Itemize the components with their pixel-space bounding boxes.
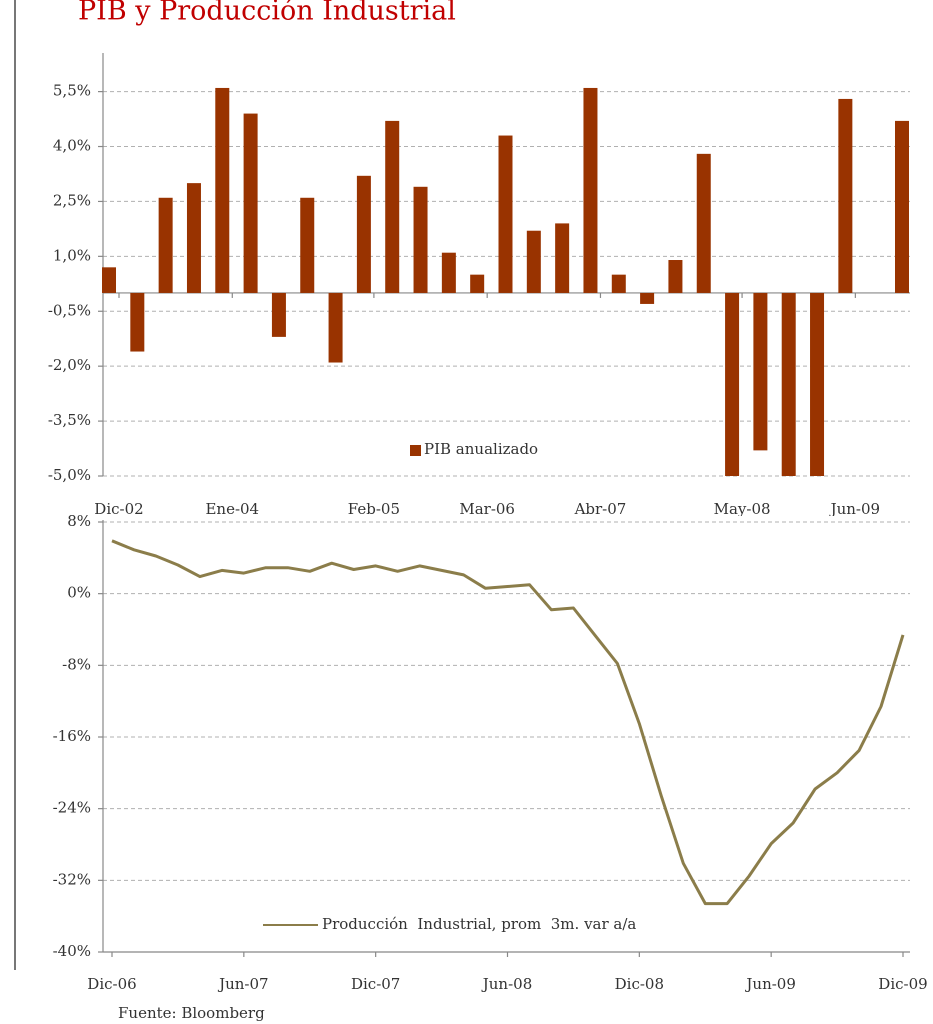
bar xyxy=(356,175,371,293)
bar xyxy=(243,113,258,293)
x-tick-label: Mar-06 xyxy=(459,500,515,518)
y-tick-label: 2,5% xyxy=(53,191,91,209)
y-tick-label: -3,5% xyxy=(48,411,91,429)
bar xyxy=(130,292,145,352)
legend-label: Producción Industrial, prom 3m. var a/a xyxy=(322,915,636,933)
x-tick-label: Dic-02 xyxy=(94,500,143,518)
x-tick-label: Dic-06 xyxy=(87,975,136,993)
x-tick-label: Jun-08 xyxy=(481,975,533,993)
y-tick-label: 8% xyxy=(67,512,91,530)
x-tick-label: Dic-09 xyxy=(878,975,927,993)
chart-gdp: 5,5% 4,0% 2,5% 1,0% -0,5% -2,0% -3,5% -5,0%Dic-… xyxy=(48,53,910,518)
y-tick-label: -0,5% xyxy=(48,301,91,319)
x-tick-label: Abr-07 xyxy=(574,500,627,518)
y-tick-label: -5,0% xyxy=(48,466,91,484)
bar xyxy=(300,197,315,293)
chart-title: PIB y Producción Industrial xyxy=(78,0,456,27)
x-tick-label: Jun-07 xyxy=(217,975,269,993)
bar xyxy=(696,153,711,293)
panel-bg xyxy=(20,516,933,1016)
bar xyxy=(725,292,740,476)
legend-label: PIB anualizado xyxy=(424,440,538,458)
bar xyxy=(498,135,513,293)
y-tick-label: 4,0% xyxy=(53,137,91,155)
bar xyxy=(895,120,909,293)
bar xyxy=(555,223,570,293)
x-tick-label: Jun-09 xyxy=(829,500,881,518)
y-tick-label: -40% xyxy=(53,942,91,960)
bar xyxy=(470,274,485,293)
y-tick-label: -16% xyxy=(53,727,91,745)
bar xyxy=(385,120,400,293)
line-series xyxy=(111,539,905,906)
bar xyxy=(328,292,343,363)
x-tick-label: Dic-07 xyxy=(351,975,400,993)
bar xyxy=(583,87,598,293)
x-tick-label: Ene-04 xyxy=(205,500,259,518)
bar xyxy=(640,292,655,304)
bar xyxy=(611,274,626,293)
x-tick-label: May-08 xyxy=(714,500,771,518)
bar xyxy=(102,267,116,293)
bar xyxy=(158,197,173,293)
chart-industry: 8% 0% -8% -16% -24% -32% -40% Dic-06 Jun-07 Dic-0… xyxy=(53,512,928,993)
y-tick-label: 5,5% xyxy=(53,82,91,100)
bar xyxy=(413,186,428,293)
bar xyxy=(838,98,853,293)
bar xyxy=(781,292,796,476)
y-tick-label: -2,0% xyxy=(48,356,91,374)
legend-swatch xyxy=(410,445,421,456)
y-tick-label: 0% xyxy=(67,584,91,602)
bar xyxy=(753,292,768,451)
x-tick-label: Feb-05 xyxy=(348,500,400,518)
bar xyxy=(668,260,683,293)
y-tick-label: -24% xyxy=(53,799,91,817)
bar xyxy=(526,230,541,293)
y-tick-label: -8% xyxy=(62,655,91,673)
bar xyxy=(271,292,286,337)
bar xyxy=(441,252,456,293)
x-tick-label: Jun-09 xyxy=(744,975,796,993)
y-tick-label: -32% xyxy=(53,870,91,888)
x-tick-label: Dic-08 xyxy=(615,975,664,993)
bar xyxy=(810,292,825,476)
bar xyxy=(186,183,201,293)
source-note: Fuente: Bloomberg xyxy=(118,1004,265,1022)
y-tick-label: 1,0% xyxy=(53,246,91,264)
bar xyxy=(215,87,230,293)
